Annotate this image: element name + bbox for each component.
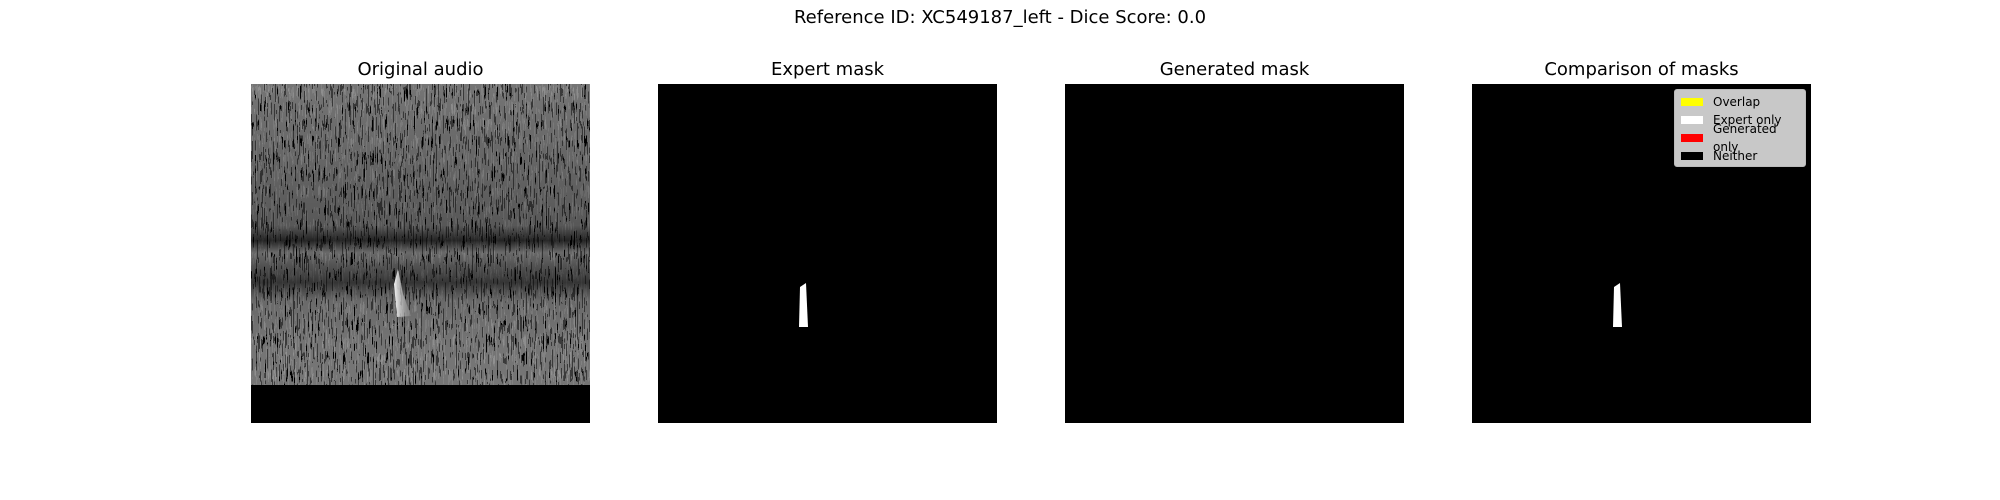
legend-item-neither: Neither xyxy=(1679,147,1801,165)
spectrogram-call-signal xyxy=(394,269,411,317)
panel-title-expert-mask: Expert mask xyxy=(770,59,885,80)
legend-swatch-expert-only xyxy=(1681,116,1703,124)
generated-mask-panel xyxy=(1065,84,1404,423)
panel-title-original-audio: Original audio xyxy=(357,59,484,80)
spectrogram-image xyxy=(251,84,590,423)
expert-mask-panel xyxy=(658,84,997,423)
spectrogram-silent-band xyxy=(251,385,590,423)
legend-swatch-generated-only xyxy=(1681,134,1703,142)
generated-mask-image xyxy=(1065,84,1404,423)
spectrogram-bands xyxy=(251,84,590,385)
expert-mask-image xyxy=(799,283,808,327)
comparison-legend: Overlap Expert only Generated only Neith… xyxy=(1674,89,1806,167)
legend-label-generated-only: Generated only xyxy=(1713,122,1777,154)
legend-swatch-neither xyxy=(1681,152,1703,160)
figure-suptitle: Reference ID: XC549187_left - Dice Score… xyxy=(793,7,1207,28)
panel-title-generated-mask: Generated mask xyxy=(1159,59,1310,80)
legend-item-overlap: Overlap xyxy=(1679,93,1801,111)
legend-label-expert-only: Expert only xyxy=(1713,113,1782,127)
comparison-expert-only-region xyxy=(1613,283,1622,327)
panel-title-comparison: Comparison of masks xyxy=(1544,59,1739,80)
legend-item-expert-only: Expert only xyxy=(1679,111,1801,129)
legend-label-overlap: Overlap xyxy=(1713,95,1761,109)
legend-label-neither: Neither xyxy=(1713,149,1758,163)
comparison-mask-image xyxy=(1613,283,1622,327)
expert-mask-region xyxy=(799,283,808,327)
legend-item-generated-only: Generated only xyxy=(1679,122,1801,154)
comparison-panel: Overlap Expert only Generated only Neith… xyxy=(1472,84,1811,423)
legend-swatch-overlap xyxy=(1681,98,1703,106)
spectrogram-panel xyxy=(251,84,590,423)
